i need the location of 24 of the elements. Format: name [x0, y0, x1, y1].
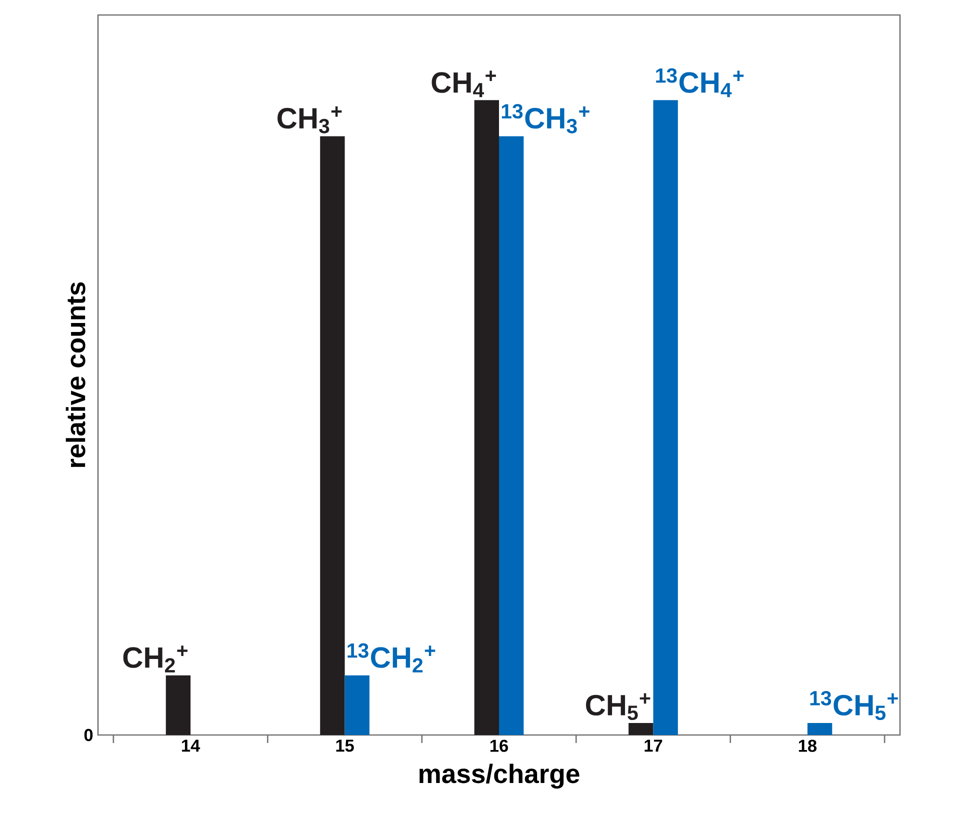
annotation: $^{13}$CH$_{5}$+ [810, 690, 898, 720]
x-tick-label: 18 [798, 740, 817, 752]
annotation: CH$_{3}$+ [278, 106, 342, 134]
bar [653, 100, 678, 735]
x-tick-label: 16 [490, 740, 508, 752]
annotation: $^{13}$CH$_{4}$+ [656, 68, 744, 98]
annotation: $^{13}$CH$_{2}$+ [348, 643, 436, 672]
annotation: CH$_{5}$+ [586, 693, 650, 720]
annotation: CH$_{2}$+ [123, 646, 188, 672]
x-tick-label: 14 [182, 740, 200, 752]
text: 0 [84, 728, 93, 742]
annotation: CH$_{4}$+ [432, 70, 496, 98]
bar [320, 136, 345, 735]
annotation: $^{13}$CH$_{3}$+ [502, 104, 590, 134]
bar [344, 675, 370, 735]
x-axis-title: mass/charge [420, 764, 580, 789]
bar [499, 136, 524, 735]
bar [628, 722, 654, 735]
bar [474, 100, 499, 735]
x-tick-label: 15 [336, 740, 354, 752]
bar [166, 675, 191, 735]
y-axis-title: relative counts [66, 282, 86, 468]
bar [807, 722, 832, 735]
x-tick-label: 17 [644, 740, 662, 752]
